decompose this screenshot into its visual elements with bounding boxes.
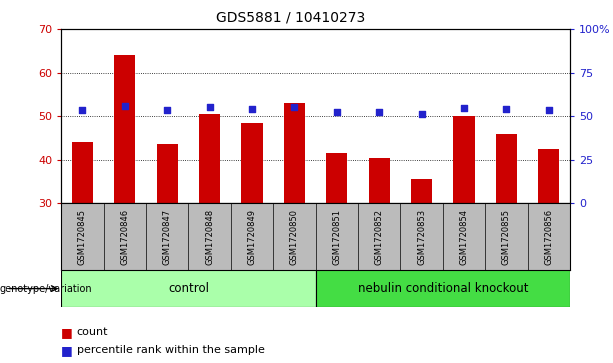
Point — [501, 106, 511, 112]
Text: GSM1720849: GSM1720849 — [248, 209, 257, 265]
Bar — [157, 144, 178, 203]
Text: GSM1720851: GSM1720851 — [332, 209, 341, 265]
Text: nebulin conditional knockout: nebulin conditional knockout — [357, 282, 528, 295]
Text: GSM1720853: GSM1720853 — [417, 209, 426, 265]
Bar — [496, 134, 517, 203]
Bar — [114, 55, 135, 203]
Text: GSM1720848: GSM1720848 — [205, 209, 214, 265]
Bar — [61, 270, 316, 307]
Point — [289, 105, 299, 110]
Text: ■: ■ — [61, 344, 73, 357]
Bar — [199, 114, 220, 203]
Text: GDS5881 / 10410273: GDS5881 / 10410273 — [216, 11, 365, 25]
Text: GSM1720855: GSM1720855 — [502, 209, 511, 265]
Point — [332, 109, 342, 115]
Text: count: count — [77, 327, 108, 337]
Text: ■: ■ — [61, 326, 73, 339]
Point — [459, 105, 469, 111]
Bar — [242, 123, 263, 203]
Text: percentile rank within the sample: percentile rank within the sample — [77, 345, 264, 355]
Text: control: control — [168, 282, 209, 295]
Text: GSM1720845: GSM1720845 — [78, 209, 87, 265]
Bar — [368, 158, 390, 203]
Bar — [454, 116, 474, 203]
Bar — [316, 270, 570, 307]
Point — [247, 106, 257, 112]
Text: GSM1720856: GSM1720856 — [544, 209, 554, 265]
Text: genotype/variation: genotype/variation — [0, 284, 93, 294]
Text: GSM1720847: GSM1720847 — [163, 209, 172, 265]
Point — [417, 111, 427, 117]
Point — [120, 103, 130, 109]
Point — [162, 107, 172, 113]
Point — [375, 109, 384, 115]
Text: GSM1720852: GSM1720852 — [375, 209, 384, 265]
Bar — [284, 103, 305, 203]
Bar — [326, 153, 348, 203]
Text: GSM1720850: GSM1720850 — [290, 209, 299, 265]
Point — [78, 107, 88, 113]
Bar — [538, 149, 560, 203]
Text: GSM1720854: GSM1720854 — [460, 209, 468, 265]
Bar — [72, 142, 93, 203]
Bar — [411, 179, 432, 203]
Point — [544, 107, 554, 113]
Text: GSM1720846: GSM1720846 — [120, 209, 129, 265]
Point — [205, 105, 215, 110]
